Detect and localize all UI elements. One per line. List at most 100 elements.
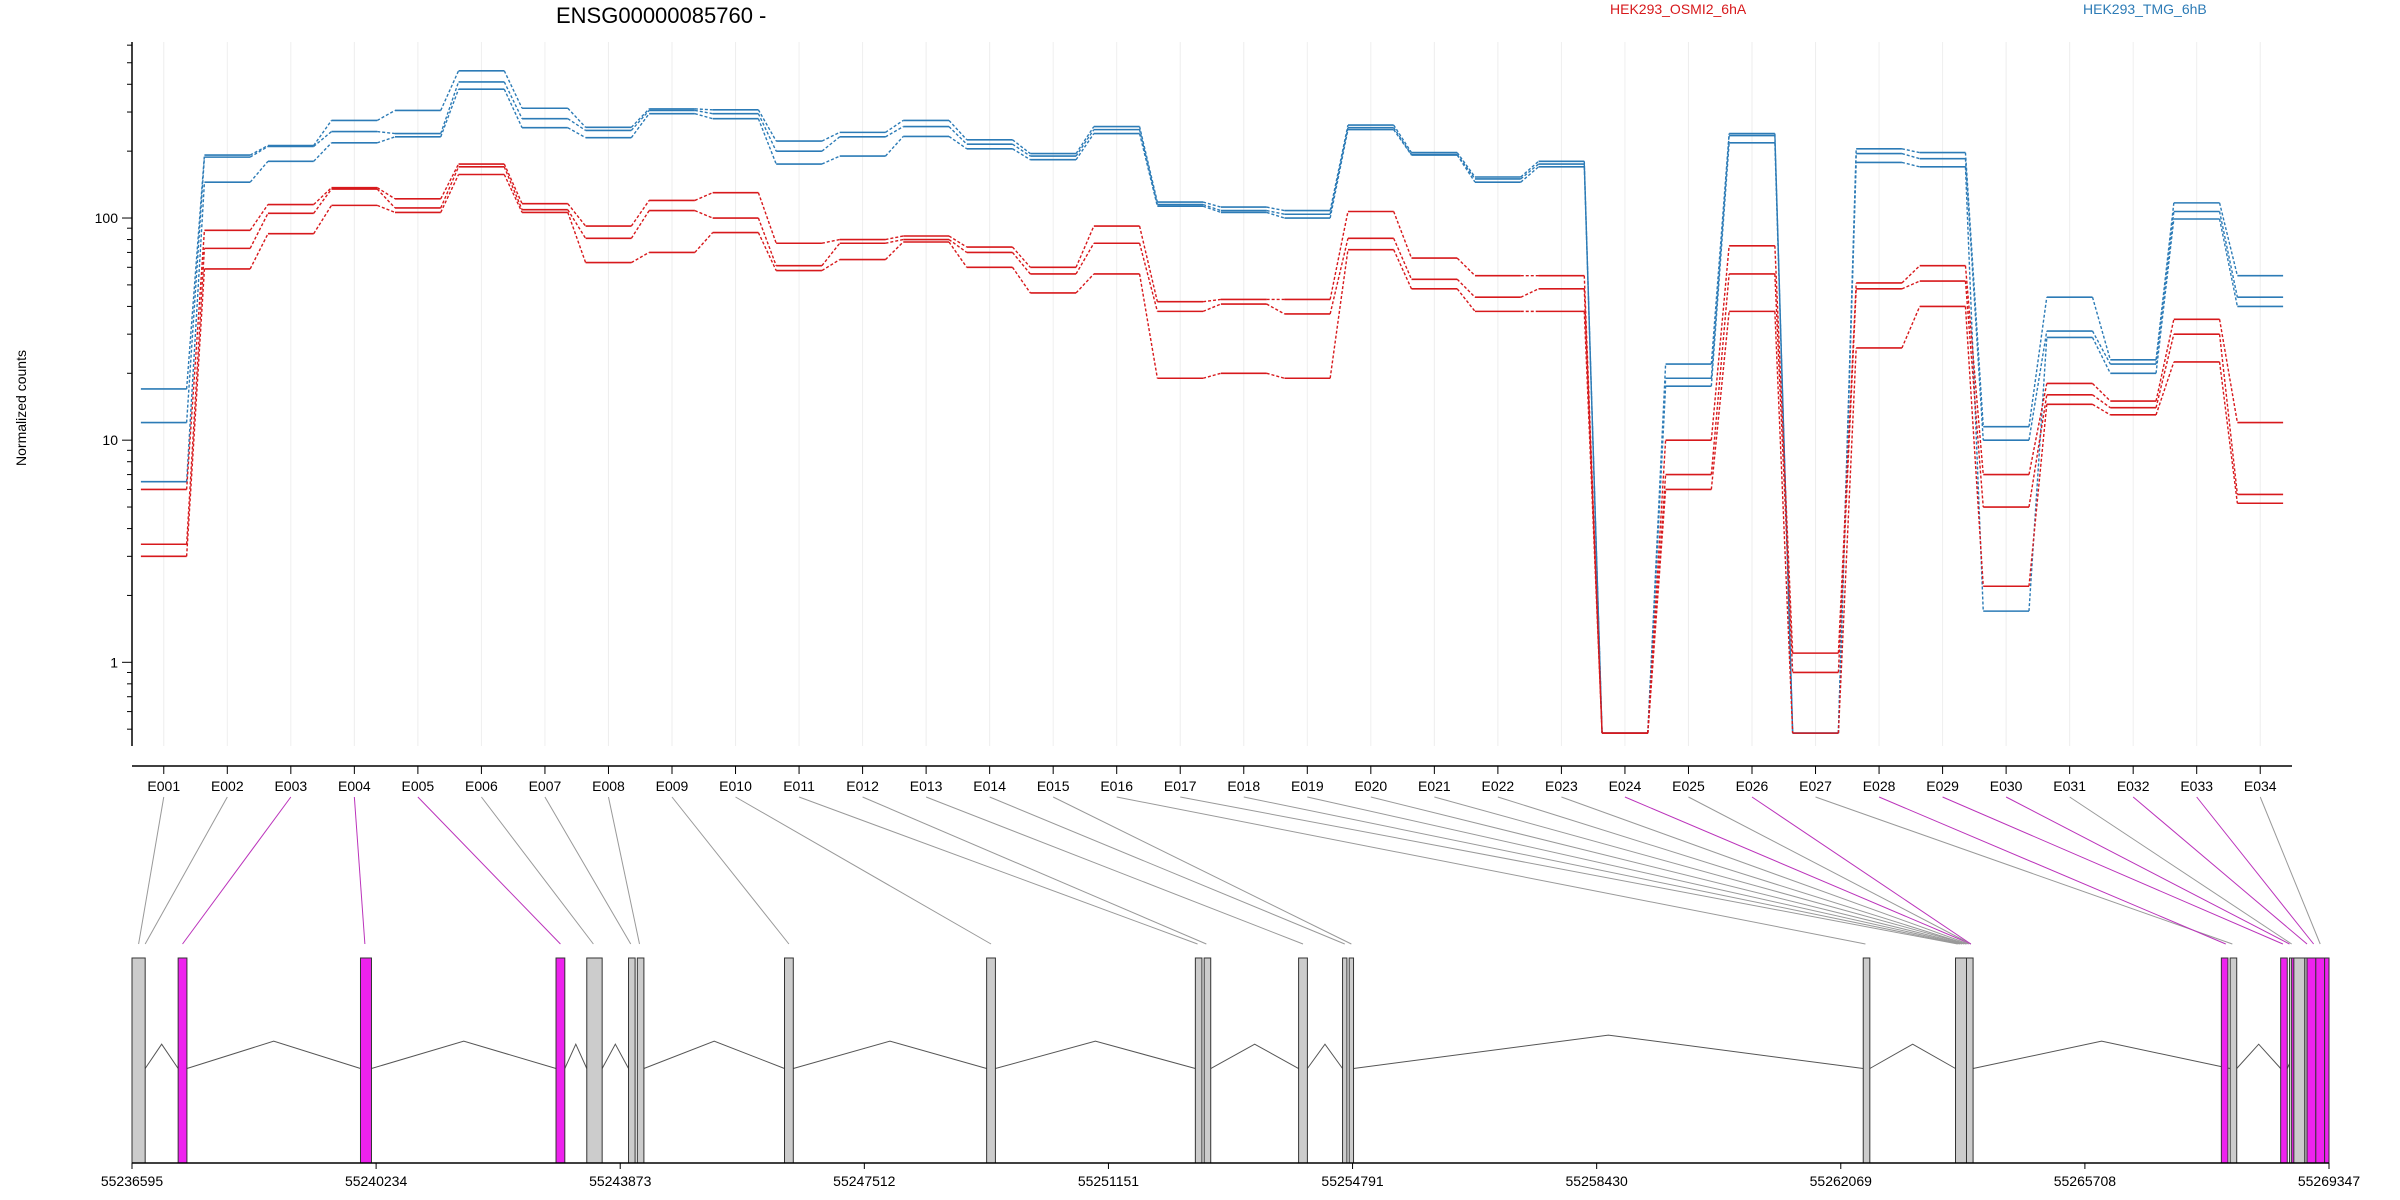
series-connector [440,88,460,138]
exon-box [636,957,645,1164]
series-connector [1647,474,1667,734]
series-connector [1138,273,1159,379]
series-connector [694,112,713,120]
exon-box-highlighted [2324,957,2330,1164]
x-tick-label: E032 [2117,778,2150,794]
intron-line [1306,1043,1343,1069]
series-connector [1710,142,1730,387]
series-connector [1075,126,1095,154]
series-connector [1964,158,1984,441]
series-connector [503,70,523,109]
series-connector [1520,163,1539,180]
series-connector [1901,280,1920,290]
series-connector [757,118,777,165]
series-connector [948,235,968,248]
series-connector [1647,489,1667,734]
series-connector [1837,162,1857,734]
series-connector [1329,129,1349,219]
exon-box [1342,957,1348,1164]
series-connector [1520,160,1540,178]
exon-box [1203,957,1212,1164]
exon-box [986,957,996,1164]
series-connector [1456,152,1476,178]
gene-model [131,957,2330,1164]
series-connector [440,81,460,134]
series-connector [1202,372,1222,379]
exon-link-line [138,796,165,945]
series-connector [185,268,206,557]
series-connector [1011,266,1031,294]
genomic-tick-label: 55254791 [1321,1173,1384,1189]
series-connector [1774,311,1794,734]
series-connector [1583,288,1603,734]
genomic-tick-label: 55251151 [1078,1173,1139,1189]
x-tick-label: E010 [719,778,752,794]
series-connector [1964,281,1984,508]
series-connector [2091,297,2111,361]
series-connector [440,70,460,111]
series-connector [821,238,840,244]
series-connector [821,155,841,165]
series-connector [185,155,206,390]
exon-box-highlighted [2280,957,2288,1164]
genomic-tick-label: 55240234 [345,1173,408,1189]
series-connector [884,135,904,157]
series-connector [2218,361,2239,504]
series-connector [1520,288,1539,298]
series-connector [440,166,460,209]
intron-line [1210,1043,1299,1069]
x-tick-label: E015 [1037,778,1070,794]
series-connector [1075,129,1095,157]
x-tick-label: E034 [2244,778,2277,794]
exon-link-line [481,796,594,945]
series-connector [1138,225,1159,302]
series-connector [567,212,587,263]
series-connector [2218,211,2239,298]
series-connector [313,188,333,214]
series-connector [376,136,396,144]
series-connector [1456,288,1476,312]
series-connector [503,174,523,213]
exon-box [2229,957,2238,1164]
intron-line [186,1040,361,1069]
exon-link-lines [138,796,2321,945]
x-tick-label: E004 [338,778,371,794]
x-tick-label: E017 [1164,778,1197,794]
series-connector [2155,334,2175,408]
series-connector [2028,394,2048,508]
series-connector [948,135,968,150]
exon-link-line [1878,796,2226,945]
exon-link-line [2069,796,2292,945]
series-connector [630,113,650,139]
exon-box [784,957,794,1164]
genomic-tick-label: 55269347 [2298,1173,2361,1189]
exon-box-highlighted [2315,957,2326,1164]
series-tmg-1 [140,81,2284,734]
series-connector [757,113,777,152]
series-connector [948,238,968,254]
series-connector [1710,245,1730,441]
x-tick-label: E031 [2053,778,2086,794]
genomic-axis: 55236595 55240234 55243873 55247512 55251151… [101,1162,2361,1189]
series-connector [185,182,206,482]
series-connector [2092,382,2111,402]
series-connector [2155,218,2175,374]
y-tick-label: 10 [102,432,118,448]
series-connector [1075,273,1095,294]
series-tmg-0 [140,69,2284,734]
genomic-tick-label: 55247512 [833,1173,896,1189]
series-connector [249,145,269,158]
exon-link-line [1180,796,1958,945]
series-connector [2028,337,2048,612]
series-connector [885,119,904,133]
series-connector [249,233,269,270]
series-osmi2-5 [140,173,2284,734]
exon-link-line [1942,796,2284,945]
series-connector [313,142,332,162]
series-connector [2218,202,2239,276]
series-connector [1901,265,1921,284]
series-connector [313,120,333,146]
series-connector [1837,347,1857,734]
series-connector [1266,211,1285,219]
series-connector [2028,330,2048,441]
